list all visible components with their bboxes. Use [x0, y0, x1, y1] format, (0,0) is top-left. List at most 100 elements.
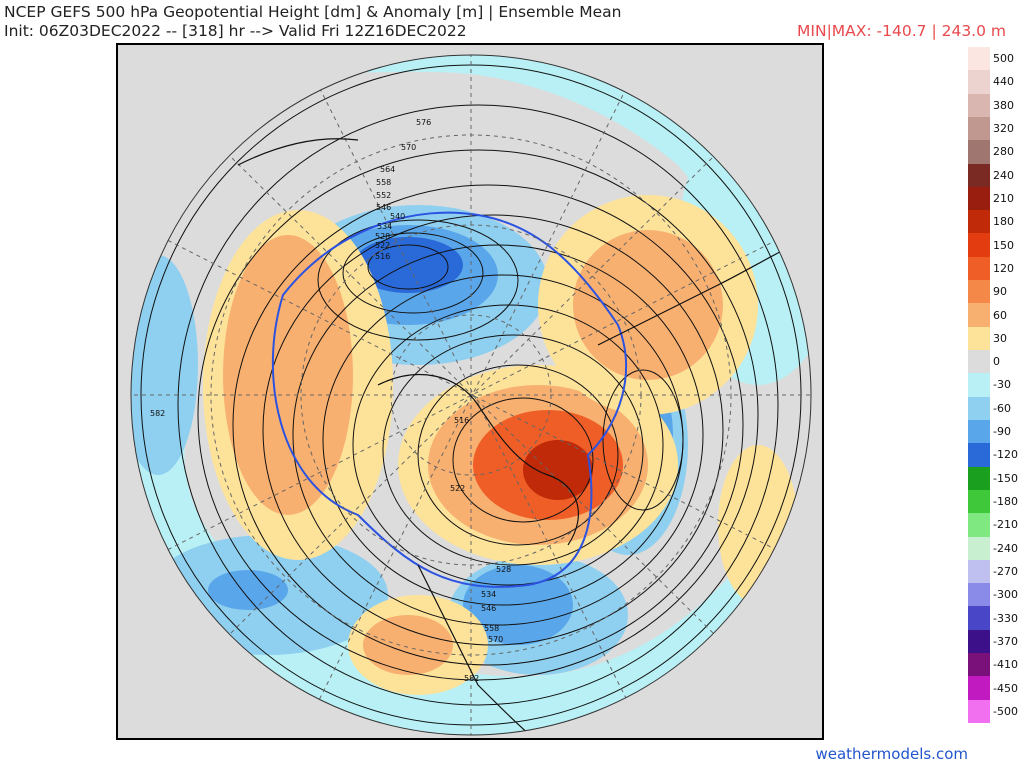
colorbar-label: -90	[993, 425, 1011, 439]
colorbar-label: 280	[993, 145, 1014, 159]
colorbar-step: 120	[968, 256, 1022, 281]
colorbar-step: 320	[968, 116, 1022, 141]
graticule	[131, 55, 811, 735]
colorbar-label: -410	[993, 658, 1018, 672]
colorbar-label: -300	[993, 588, 1018, 602]
colorbar-label: 60	[993, 308, 1007, 322]
colorbar-swatch	[968, 396, 990, 420]
colorbar-label: -210	[993, 518, 1018, 532]
colorbar-label: 240	[993, 168, 1014, 182]
colorbar-step: 90	[968, 280, 1022, 304]
colorbar-label: 150	[993, 238, 1014, 252]
colorbar-swatch	[968, 256, 990, 281]
contour-label: 546	[376, 203, 391, 212]
anomaly-colorbar: 500 440 380 320 280 240 210 180 150 120 90 60 30 0 -30…	[968, 47, 1022, 723]
contour-label-group: 576 570 564 558 552 546 540 534 528 522 …	[150, 118, 511, 683]
colorbar-step: -500	[968, 699, 1022, 723]
colorbar-swatch	[968, 676, 990, 700]
colorbar-label: -330	[993, 611, 1018, 625]
colorbar-step: -30	[968, 373, 1022, 397]
contour-label: 534	[481, 590, 496, 599]
colorbar-step: 210	[968, 186, 1022, 211]
colorbar-label: -500	[993, 704, 1018, 718]
contour-label: 528	[375, 232, 390, 241]
contour-label: 558	[376, 178, 391, 187]
contour-label: 522	[375, 241, 390, 250]
site-credit: weathermodels.com	[815, 745, 968, 763]
colorbar-step: 440	[968, 70, 1022, 94]
colorbar-label: -30	[993, 378, 1011, 392]
colorbar-swatch	[968, 210, 990, 234]
colorbar-step: -240	[968, 536, 1022, 560]
contour-label: 582	[464, 674, 479, 683]
colorbar-swatch	[968, 233, 990, 257]
colorbar-swatch	[968, 163, 990, 187]
polar-map: 576 570 564 558 552 546 540 534 528 522 …	[116, 43, 824, 740]
negative-anomaly-sw-core	[208, 570, 288, 610]
colorbar-label: -60	[993, 401, 1011, 415]
colorbar-swatch	[968, 466, 990, 490]
colorbar-swatch	[968, 350, 990, 374]
colorbar-swatch	[968, 489, 990, 514]
colorbar-label: 90	[993, 285, 1007, 299]
colorbar-swatch	[968, 93, 990, 117]
contour-label: 528	[496, 565, 511, 574]
contour-label: 576	[416, 118, 431, 127]
map-canvas: 576 570 564 558 552 546 540 534 528 522 …	[118, 45, 822, 738]
colorbar-step: 240	[968, 163, 1022, 187]
colorbar-swatch	[968, 699, 990, 723]
colorbar-step: 180	[968, 210, 1022, 234]
colorbar-step: -210	[968, 513, 1022, 537]
colorbar-label: 210	[993, 192, 1014, 205]
colorbar-step: -60	[968, 396, 1022, 420]
colorbar-label: 180	[993, 215, 1014, 229]
colorbar-step: -450	[968, 676, 1022, 700]
colorbar-step: -180	[968, 489, 1022, 514]
zero-anomaly-line	[272, 211, 627, 588]
colorbar-swatch	[968, 326, 990, 351]
colorbar-swatch	[968, 373, 990, 397]
colorbar-swatch	[968, 583, 990, 607]
colorbar-step: -150	[968, 466, 1022, 490]
colorbar-step: -300	[968, 583, 1022, 607]
colorbar-swatch	[968, 559, 990, 584]
colorbar-label: -150	[993, 471, 1018, 485]
colorbar-step: 30	[968, 326, 1022, 351]
colorbar-swatch	[968, 47, 990, 71]
contour-label: 564	[380, 165, 395, 174]
colorbar-step: -330	[968, 606, 1022, 630]
colorbar-step: 380	[968, 93, 1022, 117]
colorbar-label: 440	[993, 75, 1014, 89]
projection-boundary	[130, 54, 812, 736]
contour-label: 570	[488, 635, 503, 644]
contour-label: 534	[377, 222, 392, 231]
colorbar-swatch	[968, 140, 990, 164]
contour-label: 516	[454, 416, 469, 425]
colorbar-label: -120	[993, 448, 1018, 462]
colorbar-step: -270	[968, 559, 1022, 584]
colorbar-label: 380	[993, 98, 1014, 112]
ridge-south-mid	[363, 615, 453, 675]
colorbar-swatch	[968, 513, 990, 537]
contour-label: 552	[376, 191, 391, 200]
colorbar-swatch	[968, 186, 990, 211]
colorbar-label: -270	[993, 564, 1018, 578]
colorbar-label: -450	[993, 681, 1018, 695]
colorbar-step: -90	[968, 419, 1022, 444]
colorbar-swatch	[968, 116, 990, 141]
contour-label: 570	[401, 143, 416, 152]
colorbar-label: -240	[993, 541, 1018, 555]
map-title: NCEP GEFS 500 hPa Geopotential Height [d…	[4, 3, 622, 21]
colorbar-label: 120	[993, 261, 1014, 275]
colorbar-label: 0	[993, 355, 1000, 369]
negative-anomaly-north	[131, 55, 811, 305]
ridge-central-max	[523, 440, 593, 500]
contour-label: 558	[484, 624, 499, 633]
colorbar-label: 30	[993, 331, 1007, 345]
contour-label: 522	[450, 484, 465, 493]
colorbar-swatch	[968, 280, 990, 304]
contour-label: 540	[390, 212, 405, 221]
contour-label: 516	[375, 252, 390, 261]
colorbar-step: -120	[968, 443, 1022, 467]
contour-label: 546	[481, 604, 496, 613]
